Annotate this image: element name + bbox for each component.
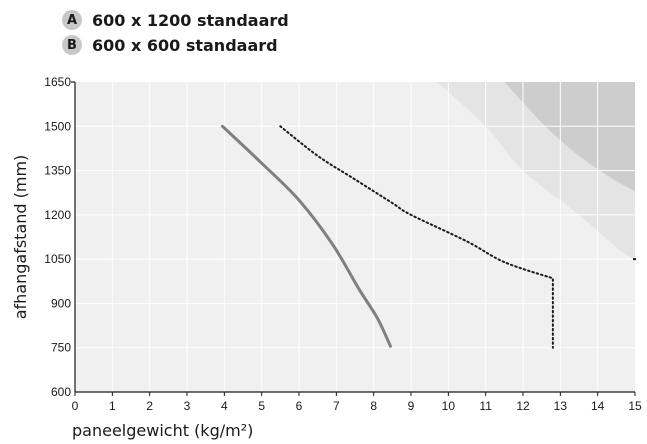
y-tick-label: 1500 bbox=[44, 119, 71, 133]
y-tick-label: 1650 bbox=[44, 75, 71, 89]
x-tick-label: 1 bbox=[109, 399, 116, 413]
x-tick-label: 13 bbox=[554, 399, 568, 413]
x-tick-label: 8 bbox=[370, 399, 377, 413]
y-tick-label: 1200 bbox=[44, 208, 71, 222]
y-tick-label: 900 bbox=[51, 296, 71, 310]
legend-item-a: A 600 x 1200 standaard bbox=[62, 8, 289, 32]
legend-label-a: 600 x 1200 standaard bbox=[92, 10, 289, 30]
x-tick-label: 9 bbox=[408, 399, 415, 413]
x-tick-label: 10 bbox=[442, 399, 456, 413]
legend-label-b: 600 x 600 standaard bbox=[92, 35, 278, 55]
y-tick-label: 1350 bbox=[44, 164, 71, 178]
x-tick-label: 5 bbox=[258, 399, 265, 413]
series-line-2 bbox=[279, 125, 554, 349]
x-tick-label: 11 bbox=[479, 399, 492, 413]
x-tick-label: 0 bbox=[72, 399, 79, 413]
legend-badge-a: A bbox=[62, 10, 82, 30]
y-tick-label: 750 bbox=[51, 341, 71, 355]
x-tick-label: 7 bbox=[333, 399, 340, 413]
y-axis-label: afhangafstand (mm) bbox=[11, 155, 30, 320]
x-tick-label: 3 bbox=[184, 399, 191, 413]
legend-badge-b: B bbox=[62, 35, 82, 55]
y-tick-label: 600 bbox=[51, 385, 71, 399]
x-tick-label: 6 bbox=[296, 399, 303, 413]
x-axis-label: paneelgewicht (kg/m²) bbox=[72, 421, 253, 440]
x-tick-label: 4 bbox=[221, 399, 228, 413]
series-line-1 bbox=[220, 124, 392, 348]
y-tick-label: 1050 bbox=[44, 252, 71, 266]
x-tick-label: 14 bbox=[591, 399, 605, 413]
x-tick-label: 2 bbox=[146, 399, 153, 413]
shaded-region-2 bbox=[504, 82, 635, 192]
x-tick-label: 12 bbox=[516, 399, 530, 413]
legend-item-b: B 600 x 600 standaard bbox=[62, 33, 289, 57]
x-tick-label: 15 bbox=[628, 399, 642, 413]
chart-legend: A 600 x 1200 standaard B 600 x 600 stand… bbox=[62, 8, 289, 58]
